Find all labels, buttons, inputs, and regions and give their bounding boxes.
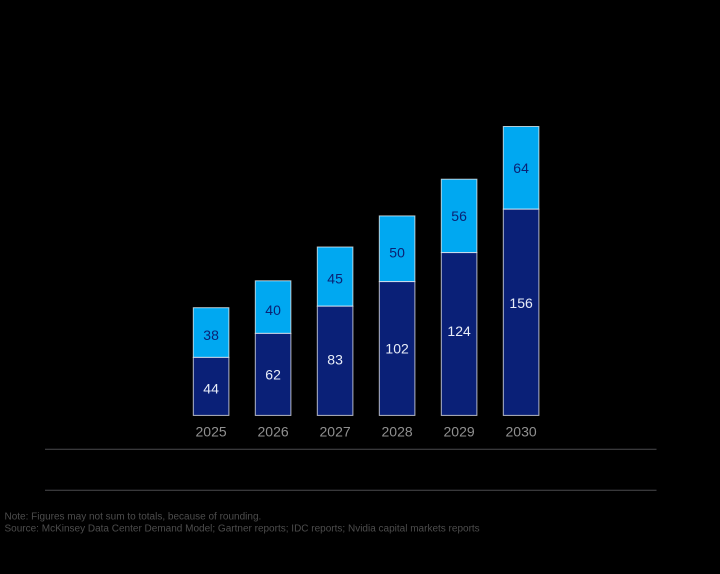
svg-text:45: 45 <box>327 270 343 286</box>
svg-text:56: 56 <box>451 208 467 224</box>
svg-text:Source: McKinsey Data Center D: Source: McKinsey Data Center Demand Mode… <box>5 523 480 534</box>
svg-text:2025: 2025 <box>196 423 227 439</box>
svg-text:38: 38 <box>203 327 219 343</box>
svg-text:2030: 2030 <box>506 423 537 439</box>
svg-text:62: 62 <box>265 367 281 383</box>
svg-text:83: 83 <box>327 351 343 367</box>
svg-text:124: 124 <box>447 323 471 339</box>
svg-text:2026: 2026 <box>258 423 289 439</box>
svg-text:50: 50 <box>389 245 405 261</box>
svg-text:102: 102 <box>385 341 409 357</box>
svg-text:40: 40 <box>265 302 281 318</box>
svg-text:2027: 2027 <box>320 423 351 439</box>
svg-text:2029: 2029 <box>444 423 475 439</box>
svg-text:44: 44 <box>203 381 219 397</box>
svg-text:2028: 2028 <box>382 423 413 439</box>
svg-text:64: 64 <box>513 160 529 176</box>
svg-text:156: 156 <box>509 295 533 311</box>
svg-text:Note: Figures may not sum to t: Note: Figures may not sum to totals, bec… <box>5 512 262 523</box>
